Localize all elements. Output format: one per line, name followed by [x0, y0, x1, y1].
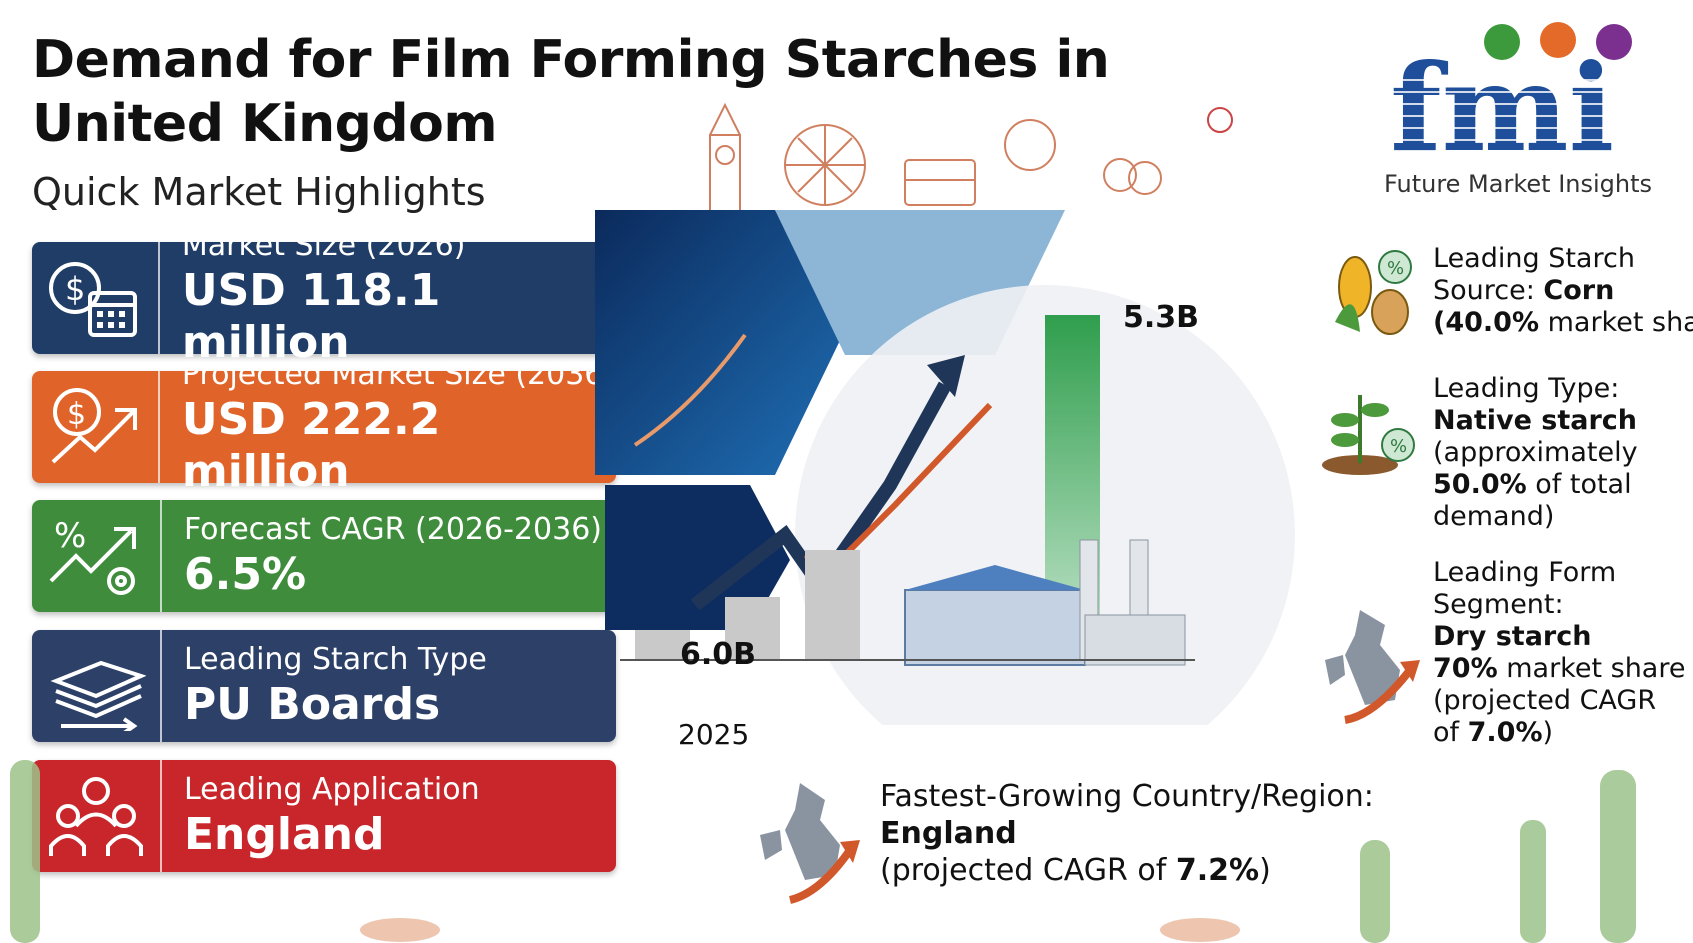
page-subtitle: Quick Market Highlights: [32, 170, 486, 214]
form-cagr-suffix: ): [1542, 717, 1554, 748]
base-value-label: 6.0B: [680, 637, 757, 672]
type-line5: demand): [1433, 501, 1555, 532]
form-value: Dry starch: [1433, 621, 1592, 652]
page-title: Demand for Film Forming Starches in Unit…: [32, 30, 1110, 154]
type-line1: Leading Type:: [1433, 373, 1620, 404]
projected-size-label: Projected Market Size (2036): [181, 357, 616, 392]
cagr-card: % Forecast CAGR (2026-2036) 6.5%: [32, 500, 616, 612]
top-value-label: 5.3B: [1123, 300, 1200, 335]
source-value: Corn: [1543, 275, 1615, 306]
market-size-label: Market Size (2026): [181, 228, 466, 263]
starch-type-value: PU Boards: [184, 679, 441, 730]
cagr-label: Forecast CAGR (2026-2036): [184, 512, 602, 547]
uk-map-fastest-icon: [760, 783, 860, 904]
form-line5: (projected CAGR: [1433, 685, 1657, 716]
bar-3: [805, 550, 860, 660]
projected-size-card: $ Projected Market Size (2036) USD 222.2…: [32, 357, 616, 497]
fastest-cagr-suffix: ): [1259, 853, 1271, 888]
leading-source-text: Leading Starch Source: Corn (40.0% marke…: [1433, 243, 1693, 339]
type-value: Native starch: [1433, 405, 1638, 436]
base-year-label: 2025: [678, 718, 750, 751]
application-card: Leading Application England: [32, 760, 616, 872]
source-share: (40.0%: [1433, 307, 1540, 338]
corn-potato-icon: %: [1335, 250, 1412, 335]
fastest-cagr-prefix: (projected CAGR of: [880, 853, 1176, 888]
fmi-logo-mark: fmi: [1380, 22, 1680, 179]
form-cagr: 7.0%: [1467, 717, 1543, 748]
family-icon: [32, 760, 162, 872]
plant-percent-icon: %: [1322, 395, 1415, 475]
landmark-icons: [709, 102, 1233, 216]
market-size-value: USD 118.1 million: [181, 265, 441, 368]
fmi-logo-name: Future Market Insights: [1384, 170, 1653, 198]
fastest-region: England: [880, 816, 1017, 851]
dollar-growth-icon: $: [32, 371, 160, 483]
form-share: 70%: [1433, 653, 1498, 684]
market-size-card: $ Market Size (2026) USD 118.1 million: [32, 228, 616, 368]
form-cagr-prefix: of: [1433, 717, 1468, 748]
starch-type-card: Leading Starch Type PU Boards: [32, 630, 616, 742]
fastest-cagr: 7.2%: [1175, 853, 1260, 888]
svg-text:%: %: [1387, 258, 1404, 279]
svg-text:%: %: [1390, 436, 1407, 457]
svg-text:%: %: [54, 516, 86, 556]
factory: [904, 589, 1086, 666]
fastest-label: Fastest-Growing Country/Region:: [880, 779, 1374, 814]
fmi-logo: fmi Future Market Insights: [1380, 20, 1680, 200]
dollar-calendar-icon: $: [32, 242, 160, 354]
center-illustration: [595, 210, 1295, 725]
cagr-value: 6.5%: [184, 549, 307, 600]
bar-2: [725, 597, 780, 660]
projected-size-value: USD 222.2 million: [181, 394, 441, 497]
tech-panel: [595, 210, 845, 475]
source-share-rest: market share: [1547, 307, 1693, 338]
leading-type-text: Leading Type: Native starch (approximate…: [1433, 373, 1688, 533]
form-share-rest: market share: [1497, 653, 1686, 684]
type-line3: (approximately: [1433, 437, 1638, 468]
type-share: 50.0%: [1433, 469, 1527, 500]
percent-gear-icon: %: [32, 500, 162, 612]
form-line2: Segment:: [1433, 589, 1564, 620]
application-label: Leading Application: [184, 772, 480, 807]
svg-text:$: $: [67, 397, 86, 432]
fmi-logo-text: fmi: [1390, 38, 1614, 170]
svg-text:$: $: [65, 270, 85, 308]
source-line1: Leading Starch: [1433, 243, 1635, 274]
fastest-growing-text: Fastest-Growing Country/Region: England …: [880, 778, 1374, 889]
cactus-decoration: [10, 760, 1636, 943]
uk-map-growth-icon: [1325, 610, 1420, 724]
application-value: England: [184, 809, 385, 860]
source-prefix: Source:: [1433, 275, 1544, 306]
chip-panel: [605, 485, 790, 630]
starch-type-label: Leading Starch Type: [184, 642, 487, 677]
form-line1: Leading Form: [1433, 557, 1617, 588]
boards-layers-icon: [32, 630, 162, 742]
type-share-rest: of total: [1526, 469, 1632, 500]
bar-1: [635, 630, 690, 660]
leading-form-text: Leading Form Segment: Dry starch 70% mar…: [1433, 557, 1688, 749]
